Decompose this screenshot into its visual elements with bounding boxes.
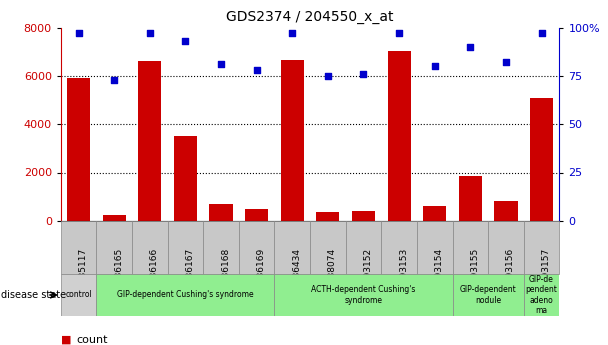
FancyBboxPatch shape [310, 221, 346, 274]
Bar [210, 204, 233, 221]
Bar [530, 98, 553, 221]
FancyBboxPatch shape [132, 221, 168, 274]
Text: GSM85117: GSM85117 [78, 248, 88, 297]
FancyBboxPatch shape [61, 221, 97, 274]
FancyBboxPatch shape [239, 221, 274, 274]
Bar [387, 51, 410, 221]
Point [216, 61, 226, 67]
Point [537, 31, 547, 36]
Text: GSM86168: GSM86168 [221, 248, 230, 297]
FancyBboxPatch shape [452, 274, 523, 316]
Bar [352, 211, 375, 221]
FancyBboxPatch shape [381, 221, 417, 274]
Point [109, 77, 119, 82]
FancyBboxPatch shape [274, 274, 452, 316]
Text: count: count [76, 335, 108, 345]
Bar [494, 201, 517, 221]
Text: GSM86169: GSM86169 [257, 248, 266, 297]
Bar [174, 136, 197, 221]
Bar [67, 78, 90, 221]
FancyBboxPatch shape [523, 274, 559, 316]
Bar [423, 206, 446, 221]
Point [288, 31, 297, 36]
Point [74, 31, 83, 36]
Text: GSM93155: GSM93155 [471, 248, 479, 297]
FancyBboxPatch shape [417, 221, 452, 274]
Point [145, 31, 154, 36]
FancyBboxPatch shape [61, 274, 97, 316]
Text: ■: ■ [61, 335, 71, 345]
Text: GSM93153: GSM93153 [399, 248, 408, 297]
FancyBboxPatch shape [97, 274, 274, 316]
Point [252, 67, 261, 73]
Text: GSM88074: GSM88074 [328, 248, 337, 297]
FancyBboxPatch shape [452, 221, 488, 274]
Point [181, 38, 190, 44]
Point [501, 60, 511, 65]
Bar [281, 60, 304, 221]
Bar [103, 215, 126, 221]
Bar [459, 176, 482, 221]
Text: ACTH-dependent Cushing's
syndrome: ACTH-dependent Cushing's syndrome [311, 285, 416, 305]
Text: GSM93152: GSM93152 [364, 248, 373, 297]
Text: GSM86166: GSM86166 [150, 248, 159, 297]
Bar [316, 212, 339, 221]
Bar [245, 209, 268, 221]
Point [466, 44, 475, 50]
Text: GIP-dependent Cushing's syndrome: GIP-dependent Cushing's syndrome [117, 290, 254, 299]
Text: disease state: disease state [1, 290, 66, 300]
Point [430, 63, 440, 69]
FancyBboxPatch shape [488, 221, 523, 274]
FancyBboxPatch shape [97, 221, 132, 274]
Text: GIP-de
pendent
adeno
ma: GIP-de pendent adeno ma [526, 275, 558, 315]
Text: GSM93157: GSM93157 [542, 248, 551, 297]
Text: GSM86167: GSM86167 [185, 248, 195, 297]
Text: control: control [65, 290, 92, 299]
FancyBboxPatch shape [168, 221, 203, 274]
Title: GDS2374 / 204550_x_at: GDS2374 / 204550_x_at [226, 10, 394, 24]
Text: GSM93154: GSM93154 [435, 248, 444, 297]
FancyBboxPatch shape [523, 221, 559, 274]
Text: GSM86165: GSM86165 [114, 248, 123, 297]
Text: GSM93156: GSM93156 [506, 248, 515, 297]
Point [323, 73, 333, 79]
Text: GIP-dependent
nodule: GIP-dependent nodule [460, 285, 517, 305]
Bar [138, 61, 161, 221]
Point [359, 71, 368, 77]
Text: GSM86434: GSM86434 [292, 248, 302, 297]
Point [394, 31, 404, 36]
FancyBboxPatch shape [203, 221, 239, 274]
FancyBboxPatch shape [346, 221, 381, 274]
FancyBboxPatch shape [274, 221, 310, 274]
